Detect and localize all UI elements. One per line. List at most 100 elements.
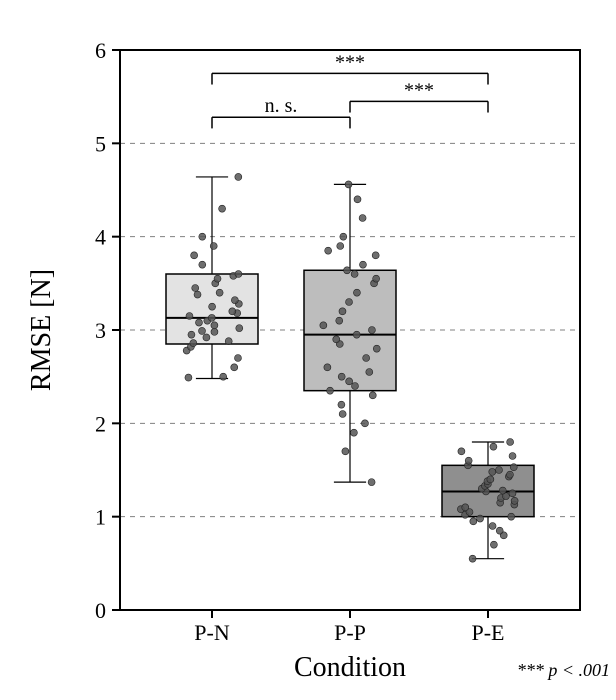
data-point bbox=[511, 497, 518, 504]
sig-label: *** bbox=[335, 51, 365, 73]
data-point bbox=[236, 325, 243, 332]
data-point bbox=[199, 233, 206, 240]
data-point bbox=[345, 181, 352, 188]
x-tick-label: P-P bbox=[334, 620, 366, 645]
data-point bbox=[372, 252, 379, 259]
data-point bbox=[340, 233, 347, 240]
p-note: *** p < .001 bbox=[517, 660, 610, 680]
x-axis-label: Condition bbox=[294, 652, 406, 683]
data-point bbox=[199, 261, 206, 268]
data-point bbox=[185, 374, 192, 381]
data-point bbox=[192, 285, 199, 292]
data-point bbox=[508, 513, 515, 520]
data-point bbox=[186, 313, 193, 320]
data-point bbox=[369, 392, 376, 399]
data-point bbox=[235, 271, 242, 278]
data-point bbox=[235, 173, 242, 180]
data-point bbox=[458, 448, 465, 455]
data-point bbox=[333, 336, 340, 343]
data-point bbox=[208, 314, 215, 321]
data-point bbox=[229, 308, 236, 315]
data-point bbox=[210, 243, 217, 250]
data-point bbox=[359, 261, 366, 268]
data-point bbox=[344, 267, 351, 274]
data-point bbox=[324, 364, 331, 371]
data-point bbox=[211, 328, 218, 335]
data-point bbox=[462, 504, 469, 511]
y-tick-label: 3 bbox=[95, 318, 106, 343]
data-point bbox=[509, 453, 516, 460]
data-point bbox=[342, 448, 349, 455]
data-point bbox=[336, 317, 343, 324]
data-point bbox=[219, 205, 226, 212]
data-point bbox=[338, 373, 345, 380]
data-point bbox=[509, 490, 516, 497]
y-tick-label: 2 bbox=[95, 411, 106, 436]
data-point bbox=[507, 439, 514, 446]
sig-label: n. s. bbox=[265, 95, 298, 117]
data-point bbox=[231, 297, 238, 304]
data-point bbox=[339, 308, 346, 315]
y-tick-label: 4 bbox=[95, 225, 106, 250]
y-tick-label: 1 bbox=[95, 505, 106, 530]
data-point bbox=[496, 467, 503, 474]
data-point bbox=[199, 327, 206, 334]
box bbox=[304, 270, 396, 390]
data-point bbox=[220, 373, 227, 380]
data-point bbox=[350, 429, 357, 436]
data-point bbox=[353, 331, 360, 338]
data-point bbox=[353, 289, 360, 296]
data-point bbox=[351, 271, 358, 278]
data-point bbox=[346, 378, 353, 385]
y-tick-label: 5 bbox=[95, 131, 106, 156]
data-point bbox=[190, 340, 197, 347]
data-point bbox=[487, 476, 494, 483]
data-point bbox=[373, 345, 380, 352]
y-axis-label: RMSE [N] bbox=[26, 269, 57, 391]
data-point bbox=[325, 247, 332, 254]
chart-svg: 0 1 2 3 4 5 6 RMSE [N] P-N P-P P-E Condition *** *** n… bbox=[0, 0, 616, 700]
data-point bbox=[363, 355, 370, 362]
sig-label: *** bbox=[404, 79, 434, 101]
y-tick-label: 0 bbox=[95, 598, 106, 623]
data-point bbox=[327, 387, 334, 394]
data-point bbox=[339, 411, 346, 418]
data-point bbox=[351, 383, 358, 390]
data-point bbox=[477, 515, 484, 522]
data-point bbox=[346, 299, 353, 306]
data-point bbox=[469, 555, 476, 562]
data-point bbox=[354, 196, 361, 203]
data-point bbox=[188, 331, 195, 338]
data-point bbox=[195, 319, 202, 326]
data-point bbox=[194, 291, 201, 298]
data-point bbox=[337, 243, 344, 250]
data-point bbox=[490, 541, 497, 548]
data-point bbox=[234, 355, 241, 362]
boxplot-chart: 0 1 2 3 4 5 6 RMSE [N] P-N P-P P-E Condition *** *** n… bbox=[0, 0, 616, 700]
data-point bbox=[510, 464, 517, 471]
data-point bbox=[499, 487, 506, 494]
data-point bbox=[203, 334, 210, 341]
data-point bbox=[231, 364, 238, 371]
data-point bbox=[465, 457, 472, 464]
data-point bbox=[359, 215, 366, 222]
data-point bbox=[338, 401, 345, 408]
data-point bbox=[209, 303, 216, 310]
data-point bbox=[489, 468, 496, 475]
data-point bbox=[366, 369, 373, 376]
x-tick-label: P-N bbox=[194, 620, 230, 645]
x-tick-label: P-E bbox=[472, 620, 505, 645]
data-point bbox=[320, 322, 327, 329]
data-point bbox=[506, 471, 513, 478]
data-point bbox=[225, 338, 232, 345]
data-point bbox=[368, 327, 375, 334]
data-point bbox=[214, 275, 221, 282]
data-point bbox=[191, 252, 198, 259]
data-point bbox=[470, 518, 477, 525]
data-point bbox=[496, 527, 503, 534]
data-point bbox=[361, 420, 368, 427]
data-point bbox=[211, 322, 218, 329]
y-tick-label: 6 bbox=[95, 38, 106, 63]
data-point bbox=[368, 479, 375, 486]
data-point bbox=[490, 443, 497, 450]
